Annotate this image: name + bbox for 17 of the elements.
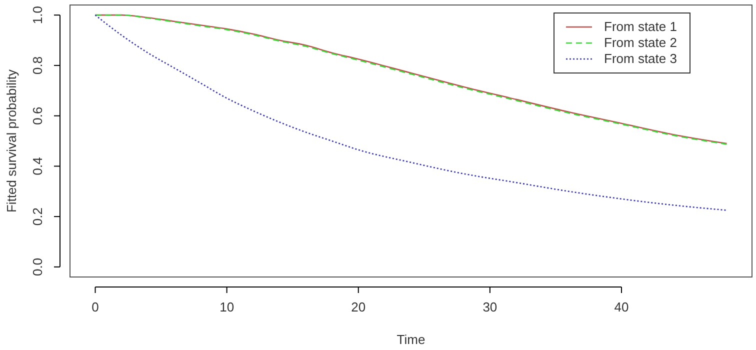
y-tick-label: 0.6: [30, 106, 45, 125]
x-tick-label: 0: [92, 300, 99, 315]
x-tick-label: 10: [220, 300, 234, 315]
y-tick-label: 0.0: [30, 258, 45, 276]
x-axis-title: Time: [396, 332, 426, 347]
y-axis-title: Fitted survival probability: [4, 68, 19, 213]
y-tick-label: 0.8: [30, 56, 45, 74]
x-tick-label: 20: [351, 300, 366, 315]
legend-label: From state 2: [604, 35, 677, 50]
x-tick-label: 30: [482, 300, 498, 315]
line-series: [94, 14, 728, 211]
y-tick-label: 0.4: [30, 157, 45, 176]
y-tick-label: 1.0: [30, 6, 45, 24]
legend-label: From state 3: [604, 51, 677, 66]
x-tick-label: 40: [614, 300, 629, 315]
y-tick-label: 0.2: [30, 208, 45, 226]
legend-label: From state 1: [604, 19, 677, 34]
